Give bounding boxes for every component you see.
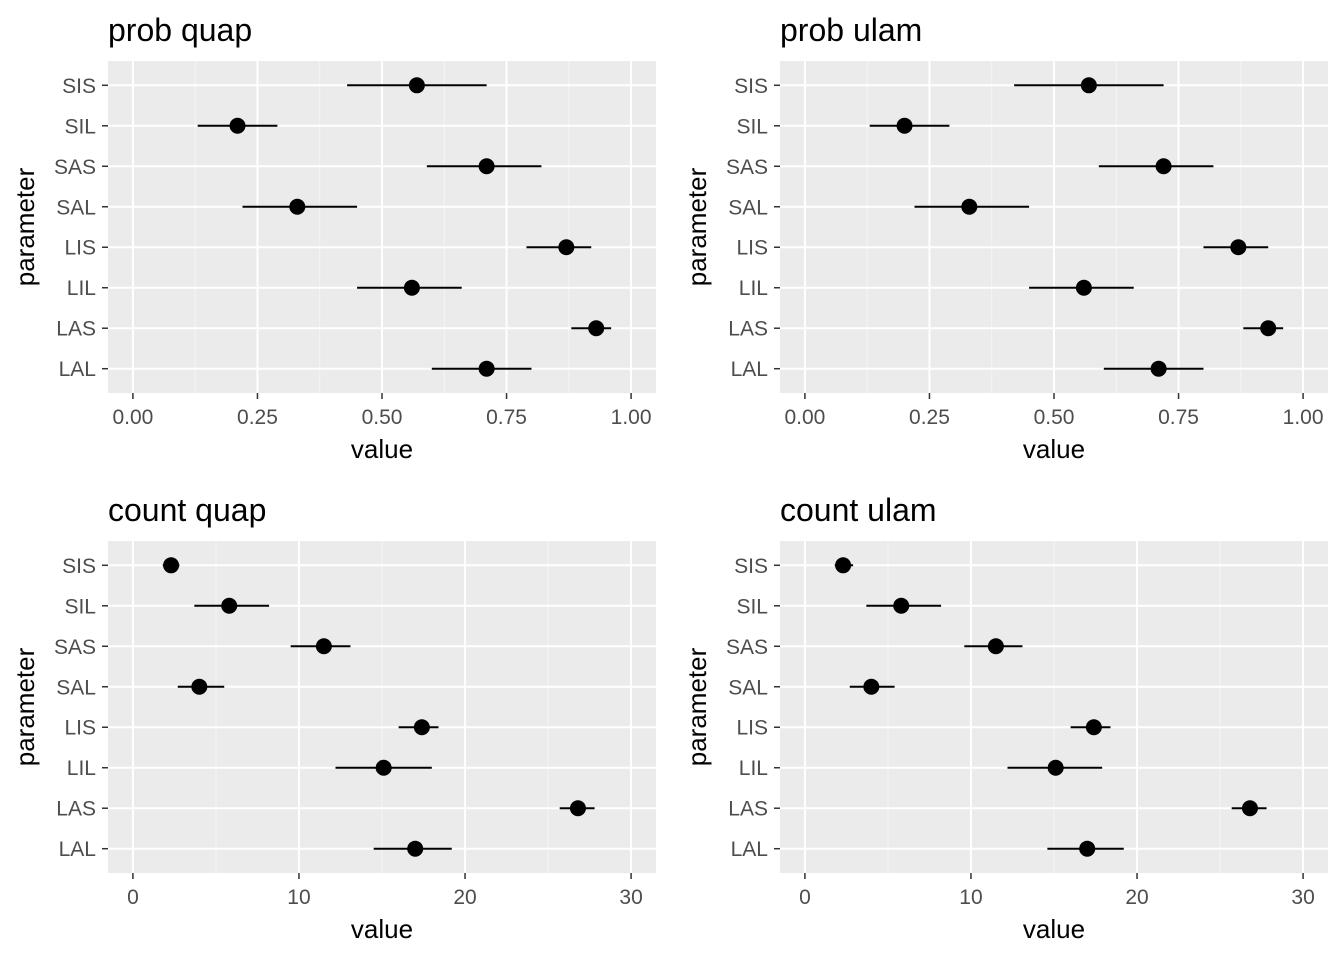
- x-axis-title: value: [1023, 914, 1085, 944]
- x-tick-label: 0.25: [237, 406, 278, 429]
- point-LAS: [569, 800, 586, 817]
- point-SIS: [163, 557, 180, 574]
- y-axis-title: parameter: [10, 647, 40, 766]
- x-tick-label: 0.00: [112, 406, 153, 429]
- point-SIS: [1080, 77, 1097, 94]
- point-SIL: [221, 597, 238, 614]
- point-LIS: [413, 719, 430, 736]
- point-SAL: [961, 198, 978, 215]
- y-tick-label: LIL: [739, 757, 768, 780]
- panel-title: prob quap: [108, 12, 252, 48]
- point-LIS: [558, 239, 575, 256]
- y-tick-label: SAL: [728, 676, 768, 699]
- y-tick-label: SAS: [726, 156, 768, 179]
- y-tick-label: LIS: [736, 717, 768, 740]
- y-tick-label: SAL: [56, 196, 96, 219]
- y-tick-label: SIL: [736, 115, 768, 138]
- point-LAS: [1260, 320, 1277, 337]
- point-SAL: [191, 678, 208, 695]
- y-axis-title: parameter: [682, 647, 712, 766]
- y-tick-label: SAS: [54, 636, 96, 659]
- x-tick-label: 20: [453, 886, 476, 909]
- y-axis-title: parameter: [10, 167, 40, 286]
- point-LAL: [1150, 360, 1167, 377]
- x-tick-label: 1.00: [1283, 406, 1324, 429]
- y-tick-label: LAL: [59, 838, 96, 861]
- panel-title: count ulam: [780, 492, 937, 528]
- y-tick-label: LIS: [736, 237, 768, 260]
- x-tick-label: 0.75: [1158, 406, 1199, 429]
- point-LAS: [588, 320, 605, 337]
- panel-title: count quap: [108, 492, 266, 528]
- panel-title: prob ulam: [780, 12, 922, 48]
- point-SIS: [408, 77, 425, 94]
- panel-2: SIS SIL SAS SAL LIS LIL LAS LAL 0 10 20 30 count qua…: [10, 492, 656, 944]
- x-tick-label: 0.50: [1034, 406, 1075, 429]
- point-LIL: [1047, 759, 1064, 776]
- panel-0: SIS SIL SAS SAL LIS LIL LAS LAL 0.00 0.25 0.50 0.75…: [10, 12, 656, 464]
- y-tick-label: LAL: [731, 838, 768, 861]
- x-tick-label: 10: [287, 886, 310, 909]
- point-LAL: [407, 840, 424, 857]
- point-LIL: [1075, 279, 1092, 296]
- point-SIL: [896, 117, 913, 134]
- point-SIL: [893, 597, 910, 614]
- point-SAL: [289, 198, 306, 215]
- x-tick-label: 20: [1125, 886, 1148, 909]
- y-tick-label: SIL: [64, 115, 96, 138]
- y-tick-label: SAL: [56, 676, 96, 699]
- y-tick-label: LAS: [56, 318, 96, 341]
- y-tick-label: SIS: [62, 555, 96, 578]
- x-tick-label: 0.00: [784, 406, 825, 429]
- y-tick-label: LAS: [56, 798, 96, 821]
- point-SAL: [863, 678, 880, 695]
- x-axis-title: value: [351, 434, 413, 464]
- point-SIL: [229, 117, 246, 134]
- point-LAL: [1079, 840, 1096, 857]
- y-tick-label: SIS: [734, 75, 768, 98]
- x-axis-title: value: [351, 914, 413, 944]
- x-tick-label: 1.00: [611, 406, 652, 429]
- x-tick-label: 30: [1291, 886, 1314, 909]
- y-tick-label: LIS: [64, 717, 96, 740]
- y-tick-label: SIS: [734, 555, 768, 578]
- x-tick-label: 0.75: [486, 406, 527, 429]
- y-tick-label: LAL: [59, 358, 96, 381]
- y-tick-label: LIL: [67, 277, 96, 300]
- y-tick-label: LIL: [67, 757, 96, 780]
- point-SAS: [478, 158, 495, 175]
- point-SAS: [1155, 158, 1172, 175]
- y-tick-label: LIS: [64, 237, 96, 260]
- point-LAL: [478, 360, 495, 377]
- y-tick-label: LAS: [728, 798, 768, 821]
- panel-3: SIS SIL SAS SAL LIS LIL LAS LAL 0 10 20 30 count ula…: [682, 492, 1328, 944]
- point-SAS: [987, 638, 1004, 655]
- y-tick-label: LAS: [728, 318, 768, 341]
- x-axis-title: value: [1023, 434, 1085, 464]
- y-tick-label: SAL: [728, 196, 768, 219]
- point-LIL: [403, 279, 420, 296]
- x-tick-label: 30: [619, 886, 642, 909]
- point-LIL: [375, 759, 392, 776]
- y-tick-label: SIL: [64, 595, 96, 618]
- y-tick-label: LIL: [739, 277, 768, 300]
- x-tick-label: 0: [799, 886, 811, 909]
- panel-1: SIS SIL SAS SAL LIS LIL LAS LAL 0.00 0.25 0.50 0.75…: [682, 12, 1328, 464]
- point-LAS: [1241, 800, 1258, 817]
- point-SIS: [835, 557, 852, 574]
- x-tick-label: 0.25: [909, 406, 950, 429]
- point-SAS: [315, 638, 332, 655]
- y-axis-title: parameter: [682, 167, 712, 286]
- y-tick-label: SIL: [736, 595, 768, 618]
- y-tick-label: SAS: [726, 636, 768, 659]
- y-tick-label: SIS: [62, 75, 96, 98]
- x-tick-label: 10: [959, 886, 982, 909]
- y-tick-label: SAS: [54, 156, 96, 179]
- point-LIS: [1085, 719, 1102, 736]
- point-LIS: [1230, 239, 1247, 256]
- x-tick-label: 0: [127, 886, 139, 909]
- y-tick-label: LAL: [731, 358, 768, 381]
- x-tick-label: 0.50: [362, 406, 403, 429]
